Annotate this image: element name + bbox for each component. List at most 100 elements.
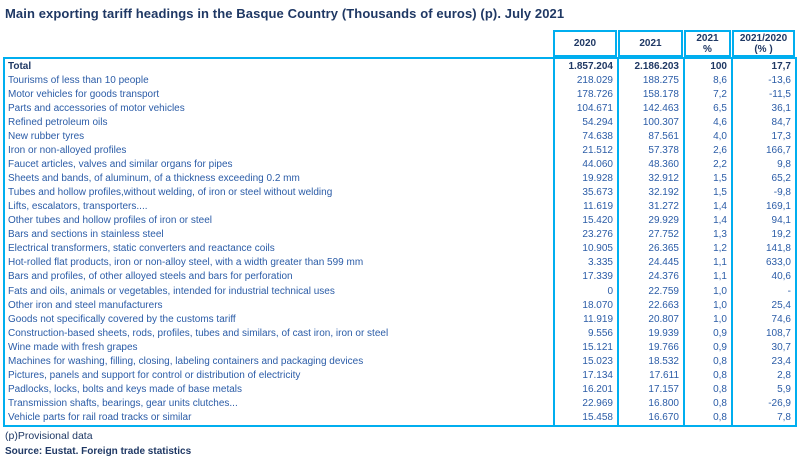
table-row: Construction-based sheets, rods, profile…: [5, 326, 795, 341]
cell-2020: 1.857.204: [553, 59, 617, 74]
row-label: Construction-based sheets, rods, profile…: [8, 327, 389, 339]
cell-2020: 178.726: [553, 87, 617, 102]
cell-2020: 9.556: [553, 326, 617, 341]
table-body: Total 1.857.204 2.186.203 100 17,7 Tourisms o…: [3, 57, 797, 427]
table-row: Faucet articles, valves and similar orga…: [5, 157, 795, 172]
cell-2021: 24.445: [617, 255, 683, 270]
cell-2021-share: 2,6: [683, 143, 731, 158]
cell-2021-share: 2,2: [683, 157, 731, 172]
table-row: Iron or non-alloyed profiles 21.512 57.378…: [5, 143, 795, 158]
table-row: Fats and oils, animals or vegetables, in…: [5, 284, 795, 299]
row-label: Bars and sections in stainless steel: [8, 229, 164, 241]
cell-2021-vs-2020: 17,3: [731, 129, 795, 144]
row-label: Motor vehicles for goods transport: [8, 88, 160, 100]
row-label: Tubes and hollow profiles,without weldin…: [8, 187, 333, 199]
column-header-2021: 2021: [618, 30, 683, 57]
row-label: Bars and profiles, of other alloyed stee…: [8, 271, 293, 283]
table-row: Refined petroleum oils 54.294 100.307 4,6 84…: [5, 115, 795, 130]
cell-2021-vs-2020: 5,9: [731, 382, 795, 397]
cell-2021-vs-2020: -9,8: [731, 185, 795, 200]
cell-2020: 19.928: [553, 171, 617, 186]
cell-2021: 22.759: [617, 284, 683, 299]
cell-2021: 48.360: [617, 157, 683, 172]
cell-2021: 16.670: [617, 410, 683, 425]
row-label: Machines for washing, filling, closing, …: [8, 355, 364, 367]
cell-2021-share: 1,0: [683, 284, 731, 299]
table-row: Parts and accessories of motor vehicles 1…: [5, 101, 795, 116]
cell-2021-vs-2020: 36,1: [731, 101, 795, 116]
cell-2021: 32.912: [617, 171, 683, 186]
cell-2021-vs-2020: 7,8: [731, 410, 795, 425]
cell-2020: 18.070: [553, 298, 617, 313]
cell-2021-share: 1,1: [683, 255, 731, 270]
row-label: Hot-rolled flat products, iron or non-al…: [8, 257, 364, 269]
cell-2021: 19.766: [617, 340, 683, 355]
cell-2021-share: 0,8: [683, 410, 731, 425]
table-row: Transmission shafts, bearings, gear unit…: [5, 396, 795, 411]
cell-2020: 17.134: [553, 368, 617, 383]
row-label: Wine made with fresh grapes: [8, 341, 138, 353]
cell-2021-vs-2020: 2,8: [731, 368, 795, 383]
cell-2021-vs-2020: -13,6: [731, 73, 795, 88]
cell-2020: 16.201: [553, 382, 617, 397]
cell-2020: 15.121: [553, 340, 617, 355]
row-label: Other iron and steel manufacturers: [8, 299, 163, 311]
cell-2021-share: 4,6: [683, 115, 731, 130]
column-header-2021-share: 2021 %: [684, 30, 731, 57]
column-header-2021-vs-2020: 2021/2020 (% ): [732, 30, 795, 57]
table-row: Motor vehicles for goods transport 178.72…: [5, 87, 795, 102]
row-label: New rubber tyres: [8, 130, 85, 142]
cell-2020: 3.335: [553, 255, 617, 270]
cell-2021: 188.275: [617, 73, 683, 88]
cell-2020: 11.919: [553, 312, 617, 327]
row-label: Vehicle parts for rail road tracks or si…: [8, 412, 192, 424]
table-row: Lifts, escalators, transporters.... 11.61…: [5, 199, 795, 214]
cell-2021-share: 8,6: [683, 73, 731, 88]
cell-2021: 24.376: [617, 269, 683, 284]
cell-2020: 74.638: [553, 129, 617, 144]
row-label: Fats and oils, animals or vegetables, in…: [8, 285, 335, 297]
cell-2021-share: 100: [683, 59, 731, 74]
cell-2021-vs-2020: 94,1: [731, 213, 795, 228]
table-row: Tubes and hollow profiles,without weldin…: [5, 185, 795, 200]
cell-2021-vs-2020: 23,4: [731, 354, 795, 369]
cell-2020: 17.339: [553, 269, 617, 284]
cell-2021-share: 0,9: [683, 340, 731, 355]
cell-2021: 27.752: [617, 227, 683, 242]
table-row: Hot-rolled flat products, iron or non-al…: [5, 255, 795, 270]
cell-2021-share: 0,8: [683, 354, 731, 369]
page-title: Main exporting tariff headings in the Ba…: [5, 6, 565, 21]
cell-2021: 18.532: [617, 354, 683, 369]
cell-2020: 15.023: [553, 354, 617, 369]
cell-2021-vs-2020: 108,7: [731, 326, 795, 341]
cell-2021-share: 6,5: [683, 101, 731, 116]
cell-2021: 17.157: [617, 382, 683, 397]
cell-2021-vs-2020: -: [731, 284, 795, 299]
cell-2020: 23.276: [553, 227, 617, 242]
row-label: Sheets and bands, of aluminum, of a thic…: [8, 173, 300, 185]
cell-2021-vs-2020: 169,1: [731, 199, 795, 214]
cell-2020: 10.905: [553, 241, 617, 256]
cell-2021-share: 1,0: [683, 312, 731, 327]
cell-2021-vs-2020: -26,9: [731, 396, 795, 411]
cell-2021-vs-2020: 65,2: [731, 171, 795, 186]
cell-2021: 32.192: [617, 185, 683, 200]
row-label: Tourisms of less than 10 people: [8, 74, 149, 86]
cell-2021-share: 1,4: [683, 199, 731, 214]
cell-2021-vs-2020: 74,6: [731, 312, 795, 327]
row-label: Transmission shafts, bearings, gear unit…: [8, 398, 238, 410]
table-row: Electrical transformers, static converte…: [5, 241, 795, 256]
cell-2020: 15.458: [553, 410, 617, 425]
cell-2021: 158.178: [617, 87, 683, 102]
cell-2021-vs-2020: 17,7: [731, 59, 795, 74]
cell-2020: 104.671: [553, 101, 617, 116]
cell-2021-share: 1,0: [683, 298, 731, 313]
cell-2020: 21.512: [553, 143, 617, 158]
cell-2021-share: 1,2: [683, 241, 731, 256]
cell-2021: 16.800: [617, 396, 683, 411]
table-row: Other tubes and hollow profiles of iron …: [5, 213, 795, 228]
row-label: Pictures, panels and support for control…: [8, 369, 301, 381]
column-header-2020: 2020: [553, 30, 617, 57]
cell-2020: 11.619: [553, 199, 617, 214]
